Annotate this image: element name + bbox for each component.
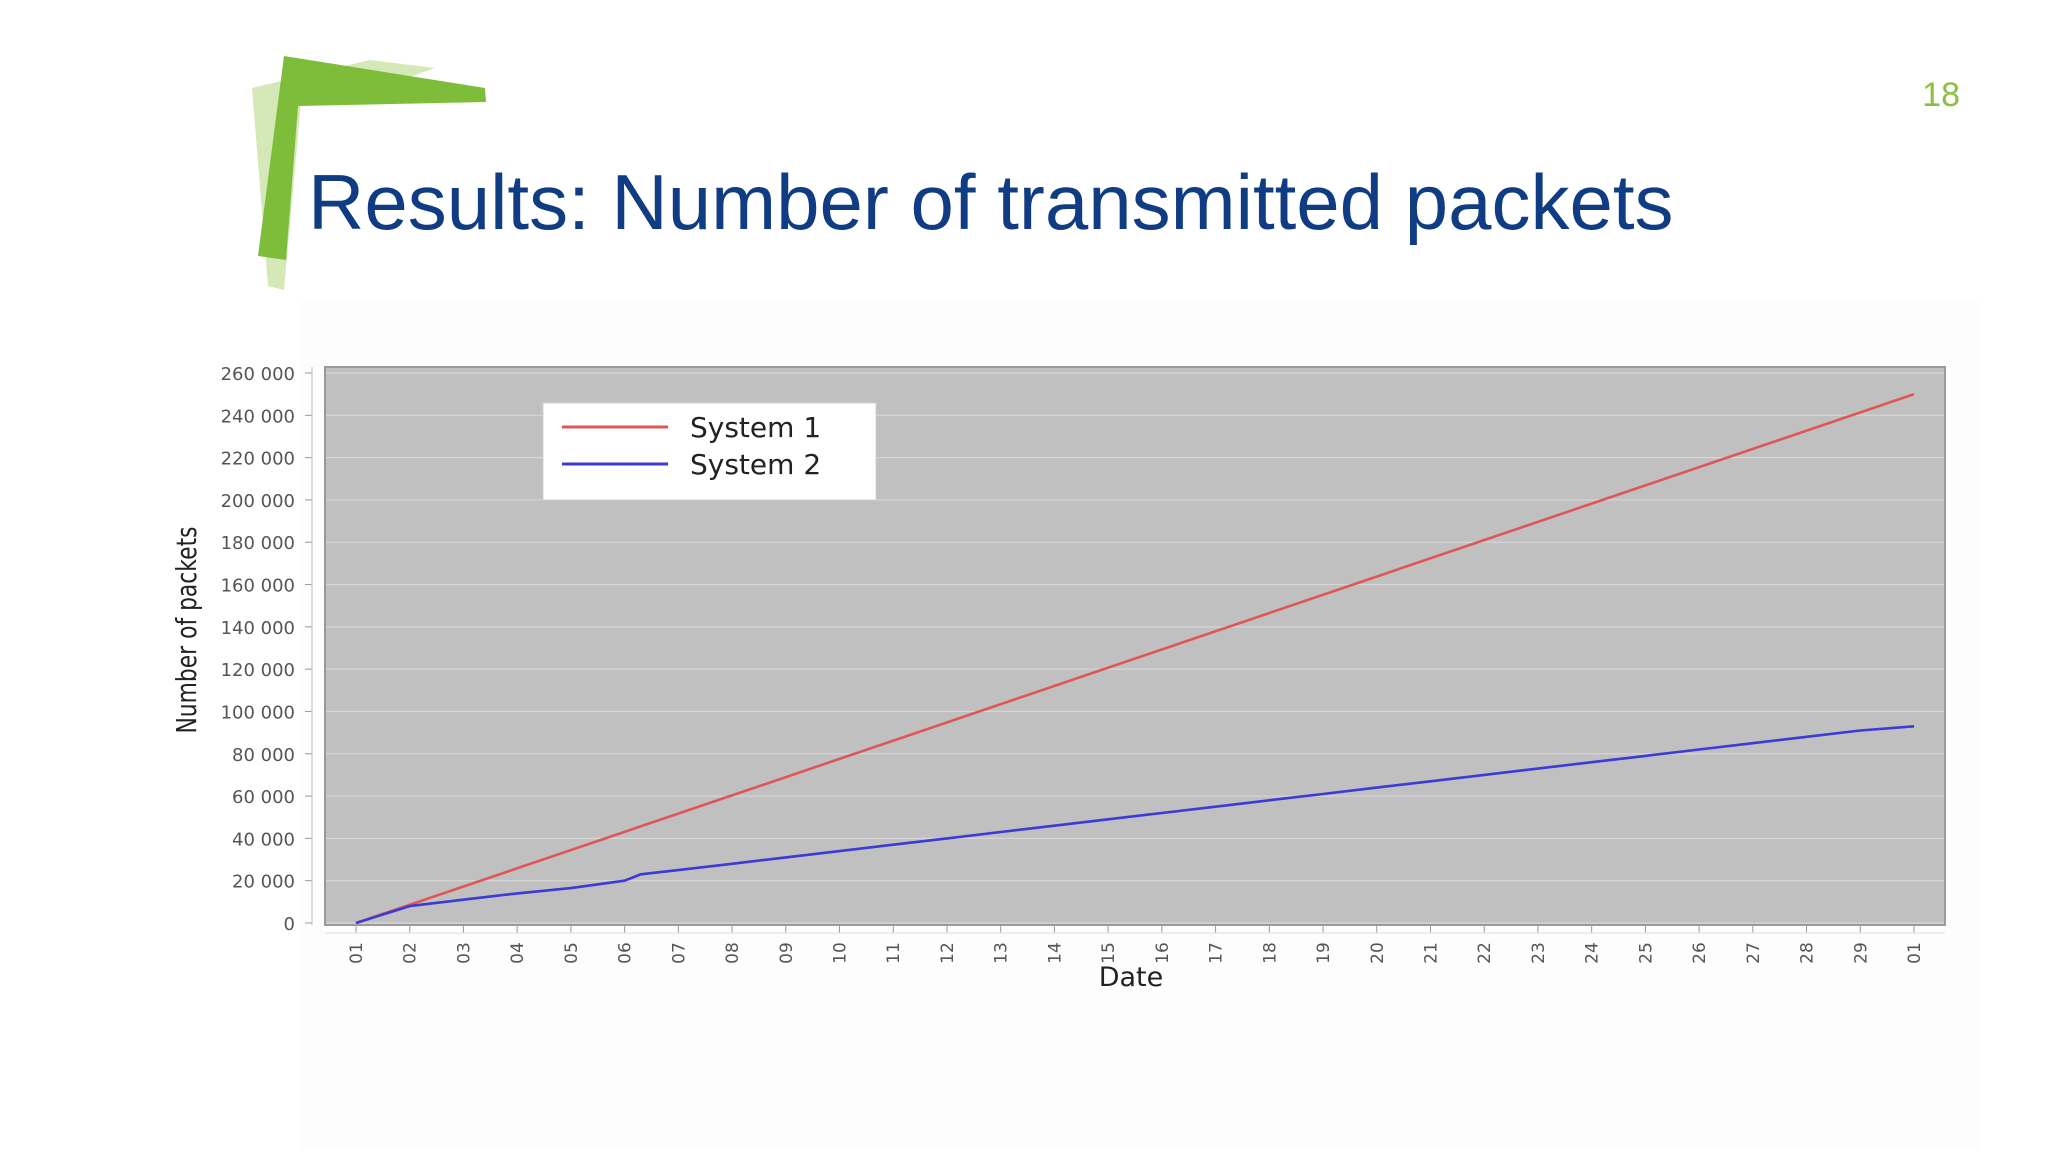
y-tick-label: 120 000 (221, 660, 295, 681)
logo-front-sheet-shape (258, 56, 486, 260)
x-tick-label: 25 (1636, 942, 1656, 964)
x-tick-label: 01 (1905, 942, 1925, 964)
y-tick-label: 200 000 (221, 491, 295, 512)
x-tick-label: 19 (1314, 942, 1334, 964)
legend-box (542, 402, 877, 501)
y-tick-label: 100 000 (221, 702, 295, 723)
logo (252, 56, 486, 290)
x-tick-label: 20 (1368, 942, 1388, 964)
slide-title: Results: Number of transmitted packets (308, 158, 1674, 246)
x-tick-label: 12 (938, 942, 958, 964)
x-tick-label: 02 (401, 942, 421, 964)
x-tick-label: 04 (508, 942, 528, 964)
y-tick-label: 0 (284, 914, 295, 935)
x-tick-label: 01 (347, 942, 367, 964)
legend-label-system-1: System 1 (690, 411, 821, 444)
x-tick-label: 11 (884, 942, 904, 964)
y-axis: 0 20 000 40 000 60 000 80 000 100 000 120 000 1… (221, 364, 313, 935)
x-tick-label: 06 (616, 942, 636, 964)
series-line-system-1 (355, 392, 1915, 925)
y-tick-label: 20 000 (232, 872, 295, 893)
y-tick-label: 80 000 (232, 745, 295, 766)
y-tick-label: 140 000 (221, 618, 295, 639)
y-axis-label: Number of packets (170, 526, 202, 733)
y-tick-label: 220 000 (221, 449, 295, 470)
x-tick-label: 22 (1475, 942, 1495, 964)
x-tick-label: 23 (1529, 942, 1549, 964)
x-tick-label: 29 (1851, 942, 1871, 964)
x-tick-label: 28 (1798, 942, 1818, 964)
x-tick-label: 17 (1207, 942, 1227, 964)
legend: System 1 System 2 (542, 402, 877, 501)
x-tick-label: 13 (992, 942, 1012, 964)
x-tick-label: 16 (1153, 942, 1173, 964)
legend-label-system-2: System 2 (690, 448, 821, 481)
y-tick-label: 240 000 (221, 406, 295, 427)
logo-back-sheet-shape (252, 60, 435, 290)
x-tick-label: 10 (831, 942, 851, 964)
page-number: 18 (1922, 76, 1960, 114)
x-tick-label: 08 (723, 942, 743, 964)
x-tick-label: 27 (1744, 942, 1764, 964)
series-line-system-2 (355, 725, 1915, 925)
x-tick-label: 26 (1690, 942, 1710, 964)
x-tick-label: 07 (669, 942, 689, 964)
x-tick-label: 14 (1045, 942, 1065, 964)
y-tick-label: 60 000 (232, 787, 295, 808)
x-tick-label: 15 (1099, 942, 1119, 964)
x-tick-label: 03 (454, 942, 474, 964)
y-tick-label: 180 000 (221, 533, 295, 554)
x-tick-label: 21 (1421, 942, 1441, 964)
x-axis: 01 02 03 04 05 06 07 08 09 10 11 12 13 14 15 16 17 18 19 20… (325, 925, 1945, 964)
y-tick-label: 260 000 (221, 364, 295, 385)
y-tick-label: 40 000 (232, 829, 295, 850)
y-tick-label: 160 000 (221, 576, 295, 597)
x-tick-label: 18 (1260, 942, 1280, 964)
x-tick-label: 05 (562, 942, 582, 964)
x-tick-label: 24 (1583, 942, 1603, 964)
x-tick-label: 09 (777, 942, 797, 964)
x-axis-label: Date (1099, 962, 1164, 993)
series-lines (355, 392, 1915, 925)
